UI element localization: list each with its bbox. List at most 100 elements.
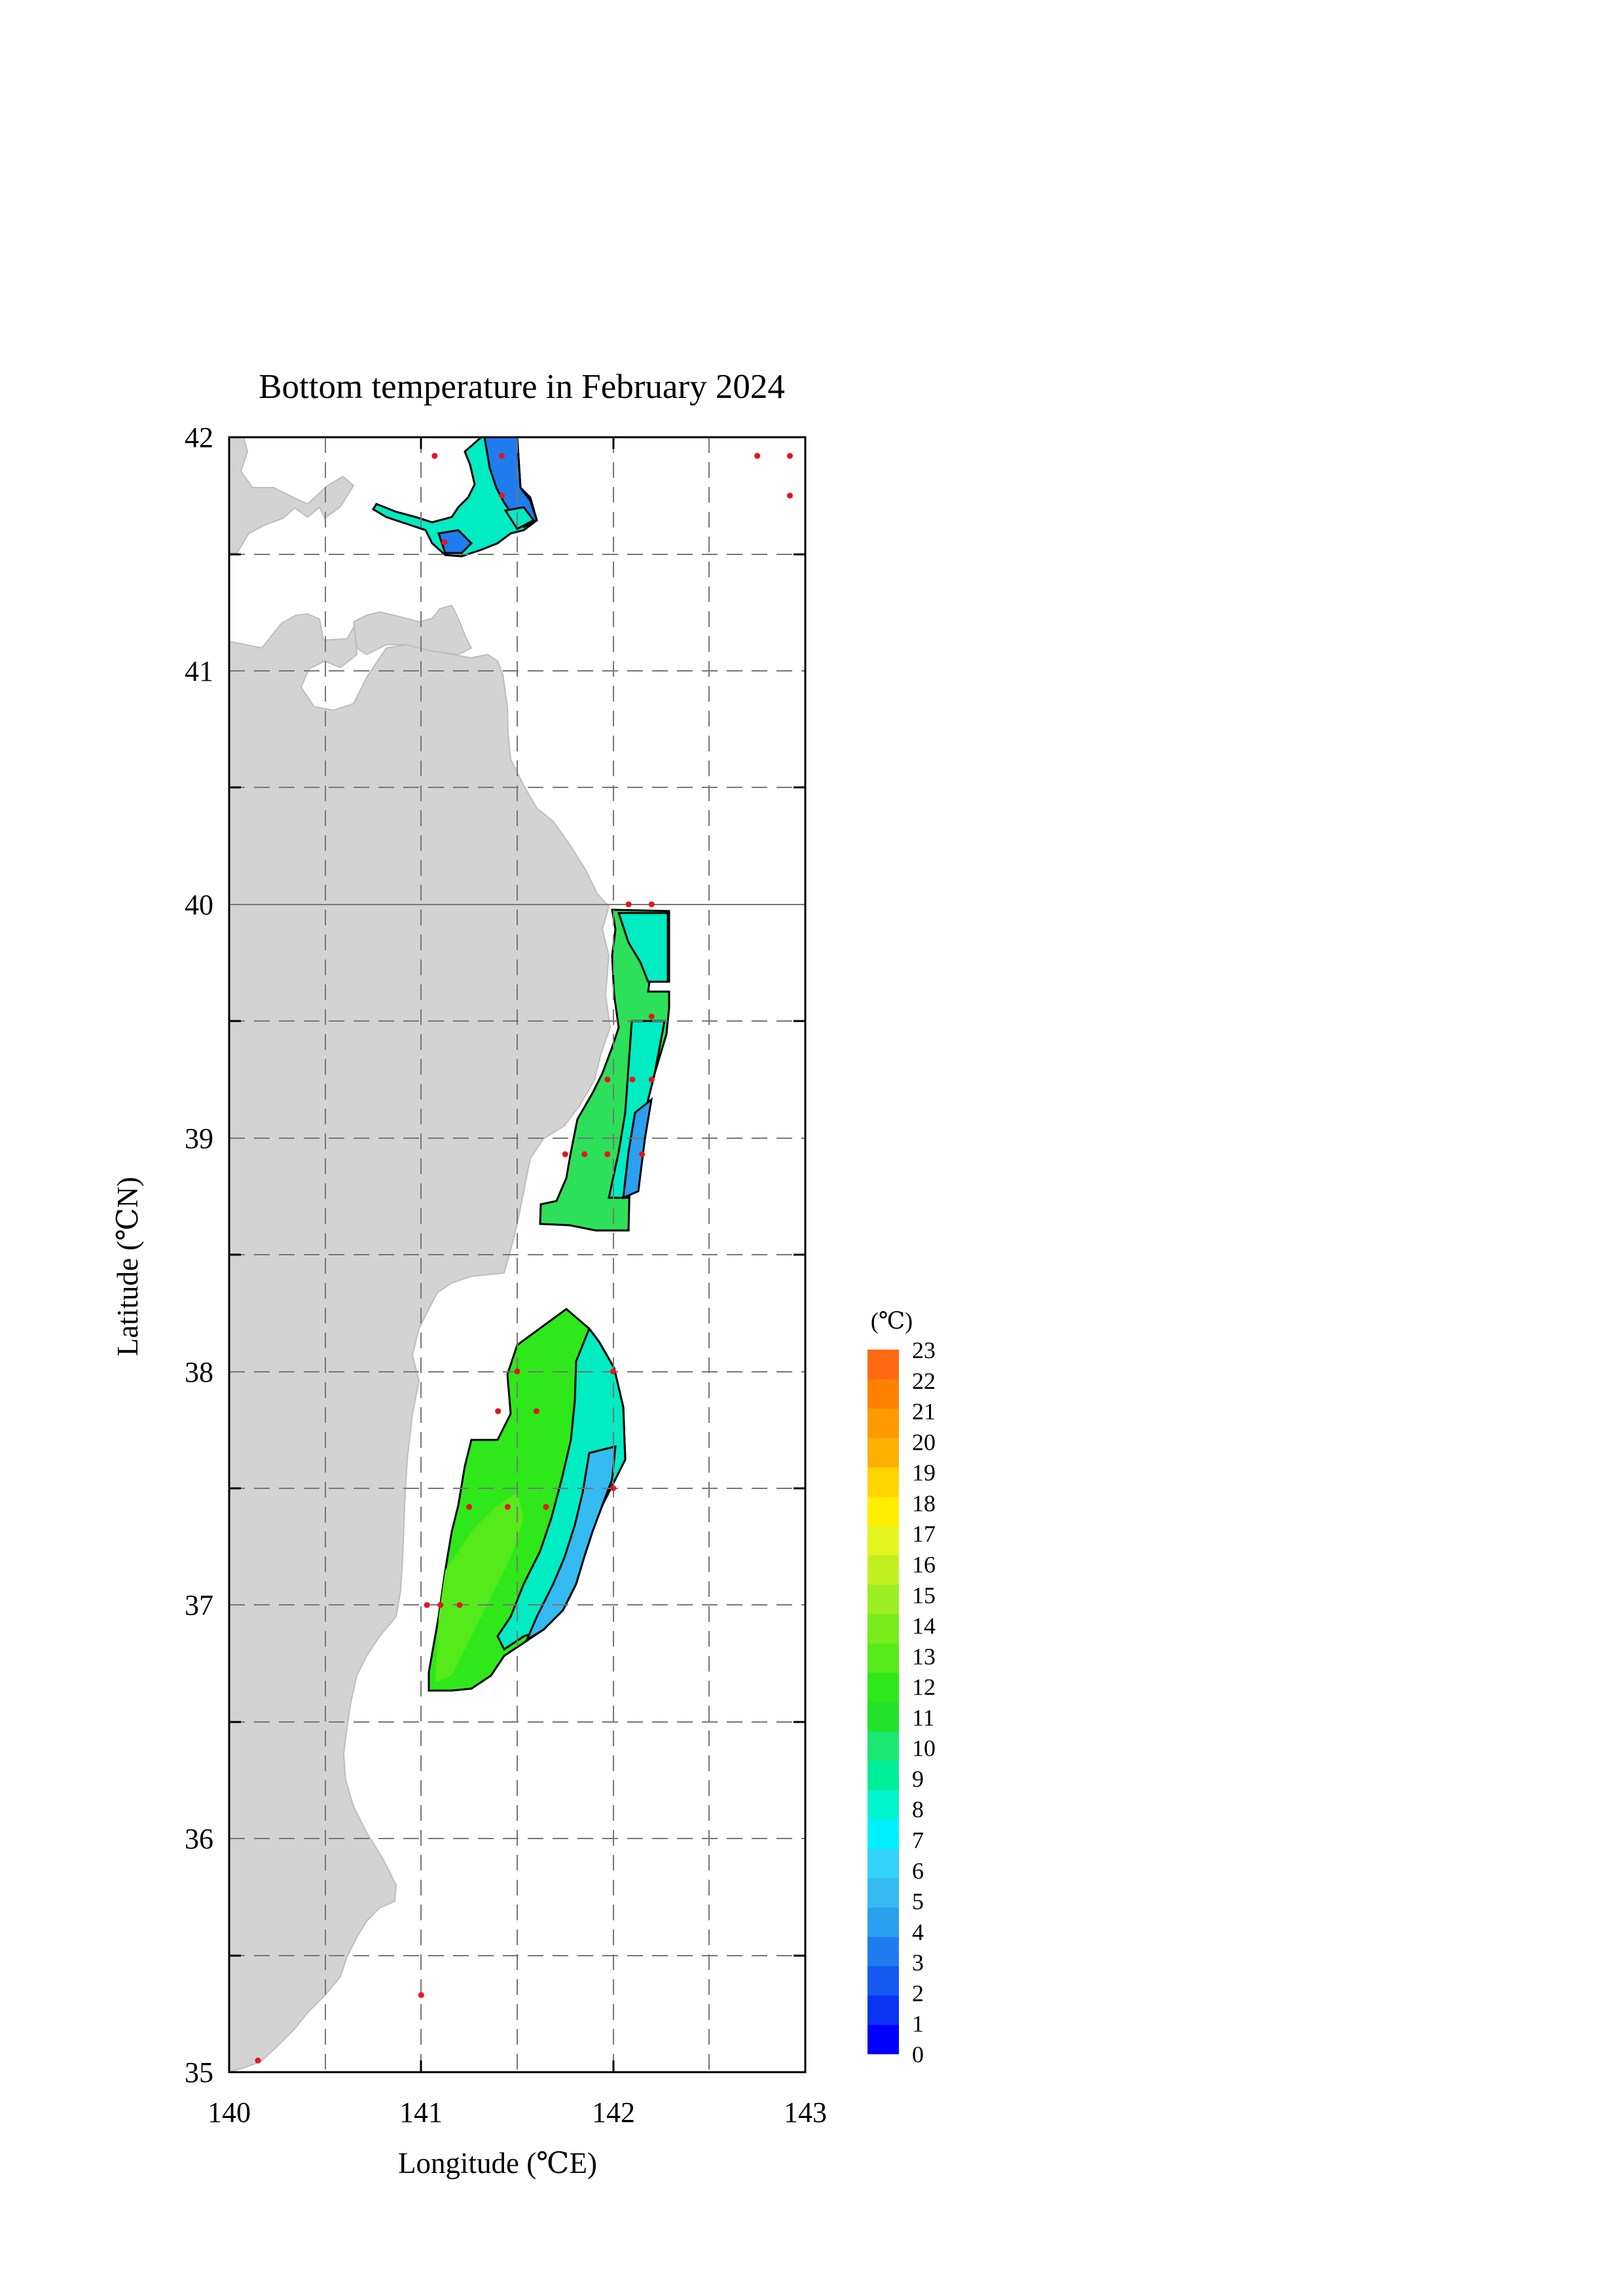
colorbar-tick-label: 19 [912,1460,936,1486]
colorbar-swatch [867,1526,899,1556]
station-marker [629,1076,636,1083]
colorbar-tick-label: 15 [912,1582,936,1608]
station-marker [418,1992,424,1998]
chart-title: Bottom temperature in February 2024 [259,368,785,406]
temperature-field-north [371,437,538,558]
station-marker [437,1602,444,1608]
station-marker [441,539,448,546]
x-axis-label: Longitude (℃E) [398,2147,597,2179]
station-marker [787,453,793,459]
station-marker [456,1602,463,1608]
colorbar-swatch [867,1613,899,1643]
station-marker [648,1076,655,1083]
hokkaido-land [229,437,355,554]
colorbar-swatch [867,1995,899,2025]
y-tick-labels: 35 36 37 38 39 40 41 42 [185,422,213,2089]
land [229,437,611,2072]
colorbar-tick-label: 11 [912,1704,935,1731]
colorbar-swatch [867,1731,899,1761]
colorbar-swatch [867,1378,899,1409]
colorbar-swatch [867,1936,899,1967]
temperature-field-south [428,1308,627,1692]
station-marker [604,1151,611,1158]
station-marker [581,1151,588,1158]
colorbar-swatch [867,1408,899,1439]
station-marker [648,901,655,908]
station-marker [504,1503,511,1510]
station-marker [424,1602,430,1608]
colorbar-tick-label: 8 [912,1797,924,1823]
shimokita-peninsula [352,604,473,656]
colorbar-tick-label: 20 [912,1429,936,1455]
station-marker [610,1368,617,1374]
y-tick-36: 36 [185,1823,213,1855]
x-tick-142: 142 [592,2096,635,2128]
tick-marks [229,437,805,2072]
colorbar-swatch [867,1643,899,1673]
colorbar-swatch [867,1878,899,1908]
honshu-land [229,613,611,2072]
station-marker [514,1368,520,1374]
station-marker [543,1503,549,1510]
colorbar-tick-label: 12 [912,1674,936,1700]
plot-area [229,437,805,2072]
station-marker [533,1408,539,1414]
colorbar-tick-label: 16 [912,1551,936,1577]
observation-stations [255,453,793,2064]
colorbar-tick-label: 9 [912,1766,924,1792]
station-marker [499,492,505,499]
station-marker [648,1013,655,1020]
grid-lines [229,437,805,2072]
colorbar-swatch [867,1907,899,1937]
colorbar-tick-label: 22 [912,1368,936,1394]
colorbar-swatch [867,2024,899,2054]
station-marker [604,1076,611,1083]
station-marker [754,453,761,459]
x-tick-140: 140 [208,2096,251,2128]
colorbar-tick-label: 2 [912,1980,924,2006]
temperature-field-central [539,908,670,1232]
colorbar-tick-label: 18 [912,1490,936,1516]
colorbar-swatch [867,1554,899,1585]
colorbar-tick-label: 0 [912,2041,924,2068]
colorbar-tick-label: 4 [912,1919,924,1945]
y-tick-37: 37 [185,1589,213,1621]
y-tick-40: 40 [185,889,213,921]
x-tick-labels: 140 141 142 143 [208,2096,827,2128]
colorbar-tick-label: 17 [912,1521,936,1547]
y-axis-label: Latitude (℃N) [111,1177,144,1356]
colorbar-tick-label: 5 [912,1888,924,1914]
station-marker [787,492,793,499]
colorbar-swatch [867,1965,899,1996]
station-marker [625,901,632,908]
y-tick-42: 42 [185,422,213,454]
y-tick-38: 38 [185,1356,213,1388]
colorbar-swatch [867,1467,899,1497]
station-marker [610,1485,617,1492]
x-tick-143: 143 [784,2096,827,2128]
colorbar-tick-label: 21 [912,1399,936,1425]
colorbar: (℃) 012345678910111213141516171819202122… [867,1308,936,2068]
colorbar-swatch [867,1496,899,1526]
station-marker [431,453,438,459]
station-marker [495,1408,501,1414]
station-marker [562,1151,568,1158]
colorbar-tick-label: 3 [912,1950,924,1976]
colorbar-swatch [867,1437,899,1467]
colorbar-tick-label: 23 [912,1337,936,1363]
colorbar-tick-label: 6 [912,1857,924,1884]
colorbar-swatch [867,1350,899,1380]
station-marker [639,1151,646,1158]
colorbar-swatch [867,1848,899,1878]
colorbar-swatch [867,1819,899,1849]
colorbar-swatches [867,1350,899,2054]
colorbar-unit: (℃) [871,1308,913,1334]
colorbar-swatch [867,1789,899,1820]
colorbar-tick-label: 7 [912,1827,924,1854]
station-marker [255,2057,261,2064]
y-tick-35: 35 [185,2056,213,2089]
colorbar-tick-label: 1 [912,2011,924,2037]
colorbar-tick-label: 10 [912,1735,936,1761]
